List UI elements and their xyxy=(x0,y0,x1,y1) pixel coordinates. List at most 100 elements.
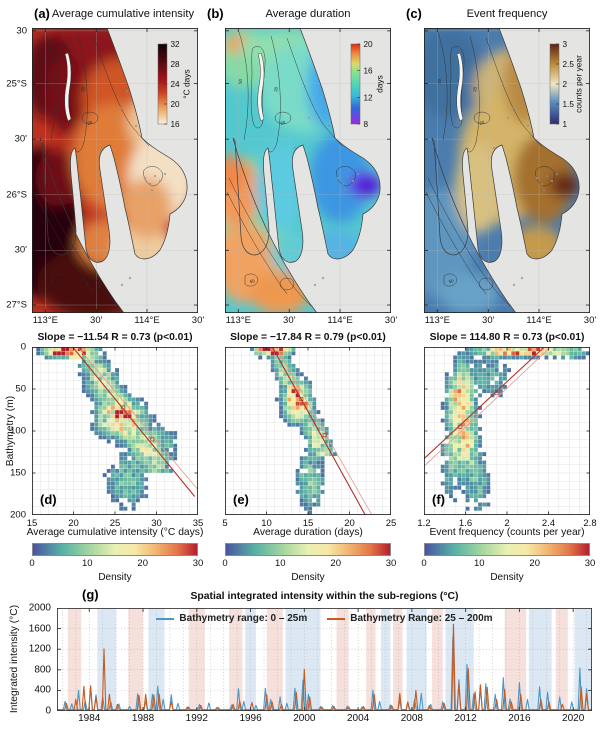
svg-text:32: 32 xyxy=(171,40,181,49)
tick-label: 30 xyxy=(385,558,397,569)
tick-label: 30 xyxy=(192,558,204,569)
tick-label: 0 xyxy=(29,558,35,569)
svg-text:20: 20 xyxy=(87,119,94,126)
hist-d-yticks: 0 50 100 150 200 xyxy=(0,342,28,521)
svg-text:50: 50 xyxy=(45,78,51,84)
panel-letter-d: (d) xyxy=(40,492,57,507)
svg-text:20: 20 xyxy=(273,86,279,92)
density-colorbar-e: 0 10 20 30 Density xyxy=(222,543,396,587)
tick-label: 1992 xyxy=(185,713,208,724)
panel-b-map: (b) Average duration 50 20 20 50 20 16 12 8 days… xyxy=(207,6,397,326)
tick-label: 30' xyxy=(583,315,597,326)
tick-label: 15 xyxy=(302,518,314,529)
svg-text:8: 8 xyxy=(364,120,369,129)
hist-d-canvas xyxy=(32,347,198,515)
hist-f-xticks: 1.2 1.6 2 2.4 2.8 xyxy=(417,518,596,531)
hist-e-xlabel: Average duration (days) xyxy=(253,527,363,538)
svg-text:°C days: °C days xyxy=(182,69,192,98)
panel-letter-a: (a) xyxy=(34,6,50,21)
density-label: Density xyxy=(490,572,524,583)
density-colorbar-f: 0 10 20 30 Density xyxy=(421,543,595,587)
svg-text:50: 50 xyxy=(249,278,255,284)
tick-label: 800 xyxy=(34,664,51,676)
map-a-xticks: 113°E 30' 114°E 30' xyxy=(32,315,205,328)
tick-label: 10 xyxy=(261,518,272,529)
panel-title-b: Average duration xyxy=(265,8,351,20)
tick-label: 1600 xyxy=(28,623,51,635)
tick-label: 10 xyxy=(274,558,286,569)
panel-g-title: Spatial integrated intensity within the … xyxy=(190,591,459,602)
density-colorbar-d: 0 10 20 30 Density xyxy=(29,543,203,587)
tick-label: 2 xyxy=(504,518,510,529)
map-c-canvas: 50 20 20 50 3 2.5 2 1.5 1 counts per year xyxy=(424,28,590,313)
svg-text:days: days xyxy=(375,75,385,93)
density-ticks: 0 10 20 30 xyxy=(29,558,203,571)
tick-label: 50 xyxy=(15,383,26,395)
tick-label: 25 xyxy=(109,518,121,529)
panel-letter-f: (f) xyxy=(432,492,445,507)
panel-title-c: Event frequency xyxy=(466,8,548,20)
tick-label: 1.6 xyxy=(458,518,473,529)
svg-text:3: 3 xyxy=(563,40,568,49)
map-b-canvas: 50 20 20 50 20 16 12 8 days xyxy=(225,28,391,313)
tick-label: 2012 xyxy=(454,713,477,724)
tick-label: 20 xyxy=(137,558,149,569)
bathymetry-axis-label: Bathymetry (m) xyxy=(5,395,16,467)
svg-text:50: 50 xyxy=(448,278,454,284)
svg-text:50: 50 xyxy=(238,78,244,84)
svg-text:2.5: 2.5 xyxy=(563,60,575,69)
tick-label: 1988 xyxy=(131,713,155,724)
svg-text:28: 28 xyxy=(171,60,181,69)
tick-label: 2000 xyxy=(28,602,51,614)
tick-label: 2004 xyxy=(346,713,370,724)
hist-e-canvas xyxy=(225,347,391,515)
panel-d-slope-title: Slope = −11.54 R = 0.73 (p<0.01) xyxy=(37,332,193,343)
tick-label: 113°E xyxy=(32,315,58,326)
hist-d-xlabel: Average cumulative intensity (°C days) xyxy=(26,527,204,538)
tick-label: 1984 xyxy=(78,713,101,724)
tick-label: 30' xyxy=(14,244,27,256)
tick-label: 0 xyxy=(45,705,51,717)
map-a-canvas: 50 20 20 50 32 28 24 20 16 °C days xyxy=(32,28,198,313)
density-gradient-bar xyxy=(225,543,391,556)
density-ticks: 0 10 20 30 xyxy=(421,558,595,571)
tick-label: 10 xyxy=(81,558,93,569)
panel-f-hist: Slope = 114.80 R = 0.73 (p<0.01) (f) 1.2… xyxy=(417,332,596,529)
density-gradient-bar xyxy=(424,543,590,556)
tick-label: 114°E xyxy=(526,315,552,326)
panel-a-map: (a) Average cumulative intensity 50 20 20 5… xyxy=(6,6,204,326)
tick-label: 113°E xyxy=(424,315,450,326)
tick-label: 30' xyxy=(482,315,495,326)
tick-label: 2000 xyxy=(293,713,316,724)
tick-label: 114°E xyxy=(327,315,353,326)
tick-label: 20 xyxy=(68,518,79,529)
timeseries-yticks: 2000 1600 1200 800 400 0 xyxy=(11,603,53,717)
density-gradient-bar xyxy=(32,543,198,556)
tick-label: 1.2 xyxy=(417,518,431,529)
svg-text:16: 16 xyxy=(364,67,374,76)
tick-label: 30' xyxy=(90,315,103,326)
map-a-yticks: 30 25°S 30' 26°S 30' 27°S xyxy=(0,25,29,313)
tick-label: 2016 xyxy=(508,713,531,724)
tick-label: 0 xyxy=(20,341,26,353)
tick-label: 150 xyxy=(10,467,26,479)
tick-label: 2.4 xyxy=(541,518,556,529)
map-c-xticks: 113°E 30' 114°E 30' xyxy=(424,315,597,328)
tick-label: 200 xyxy=(10,509,26,521)
panel-f-slope-title: Slope = 114.80 R = 0.73 (p<0.01) xyxy=(429,332,585,343)
svg-text:50: 50 xyxy=(437,78,443,84)
hist-e-xticks: 5 10 15 20 25 xyxy=(222,518,396,531)
tick-label: 25°S xyxy=(6,78,27,90)
tick-label: 30' xyxy=(14,133,27,145)
tick-label: 400 xyxy=(34,684,51,696)
tick-label: 20 xyxy=(344,518,355,529)
tick-label: 2.8 xyxy=(583,518,597,529)
panel-title-a: Average cumulative intensity xyxy=(51,8,195,20)
svg-text:20: 20 xyxy=(80,86,86,92)
svg-text:20: 20 xyxy=(472,86,478,92)
tick-label: 30' xyxy=(191,315,205,326)
tick-label: 113°E xyxy=(225,315,251,326)
density-label: Density xyxy=(98,572,132,583)
tick-label: 0 xyxy=(222,558,228,569)
hist-f-canvas xyxy=(424,347,590,515)
